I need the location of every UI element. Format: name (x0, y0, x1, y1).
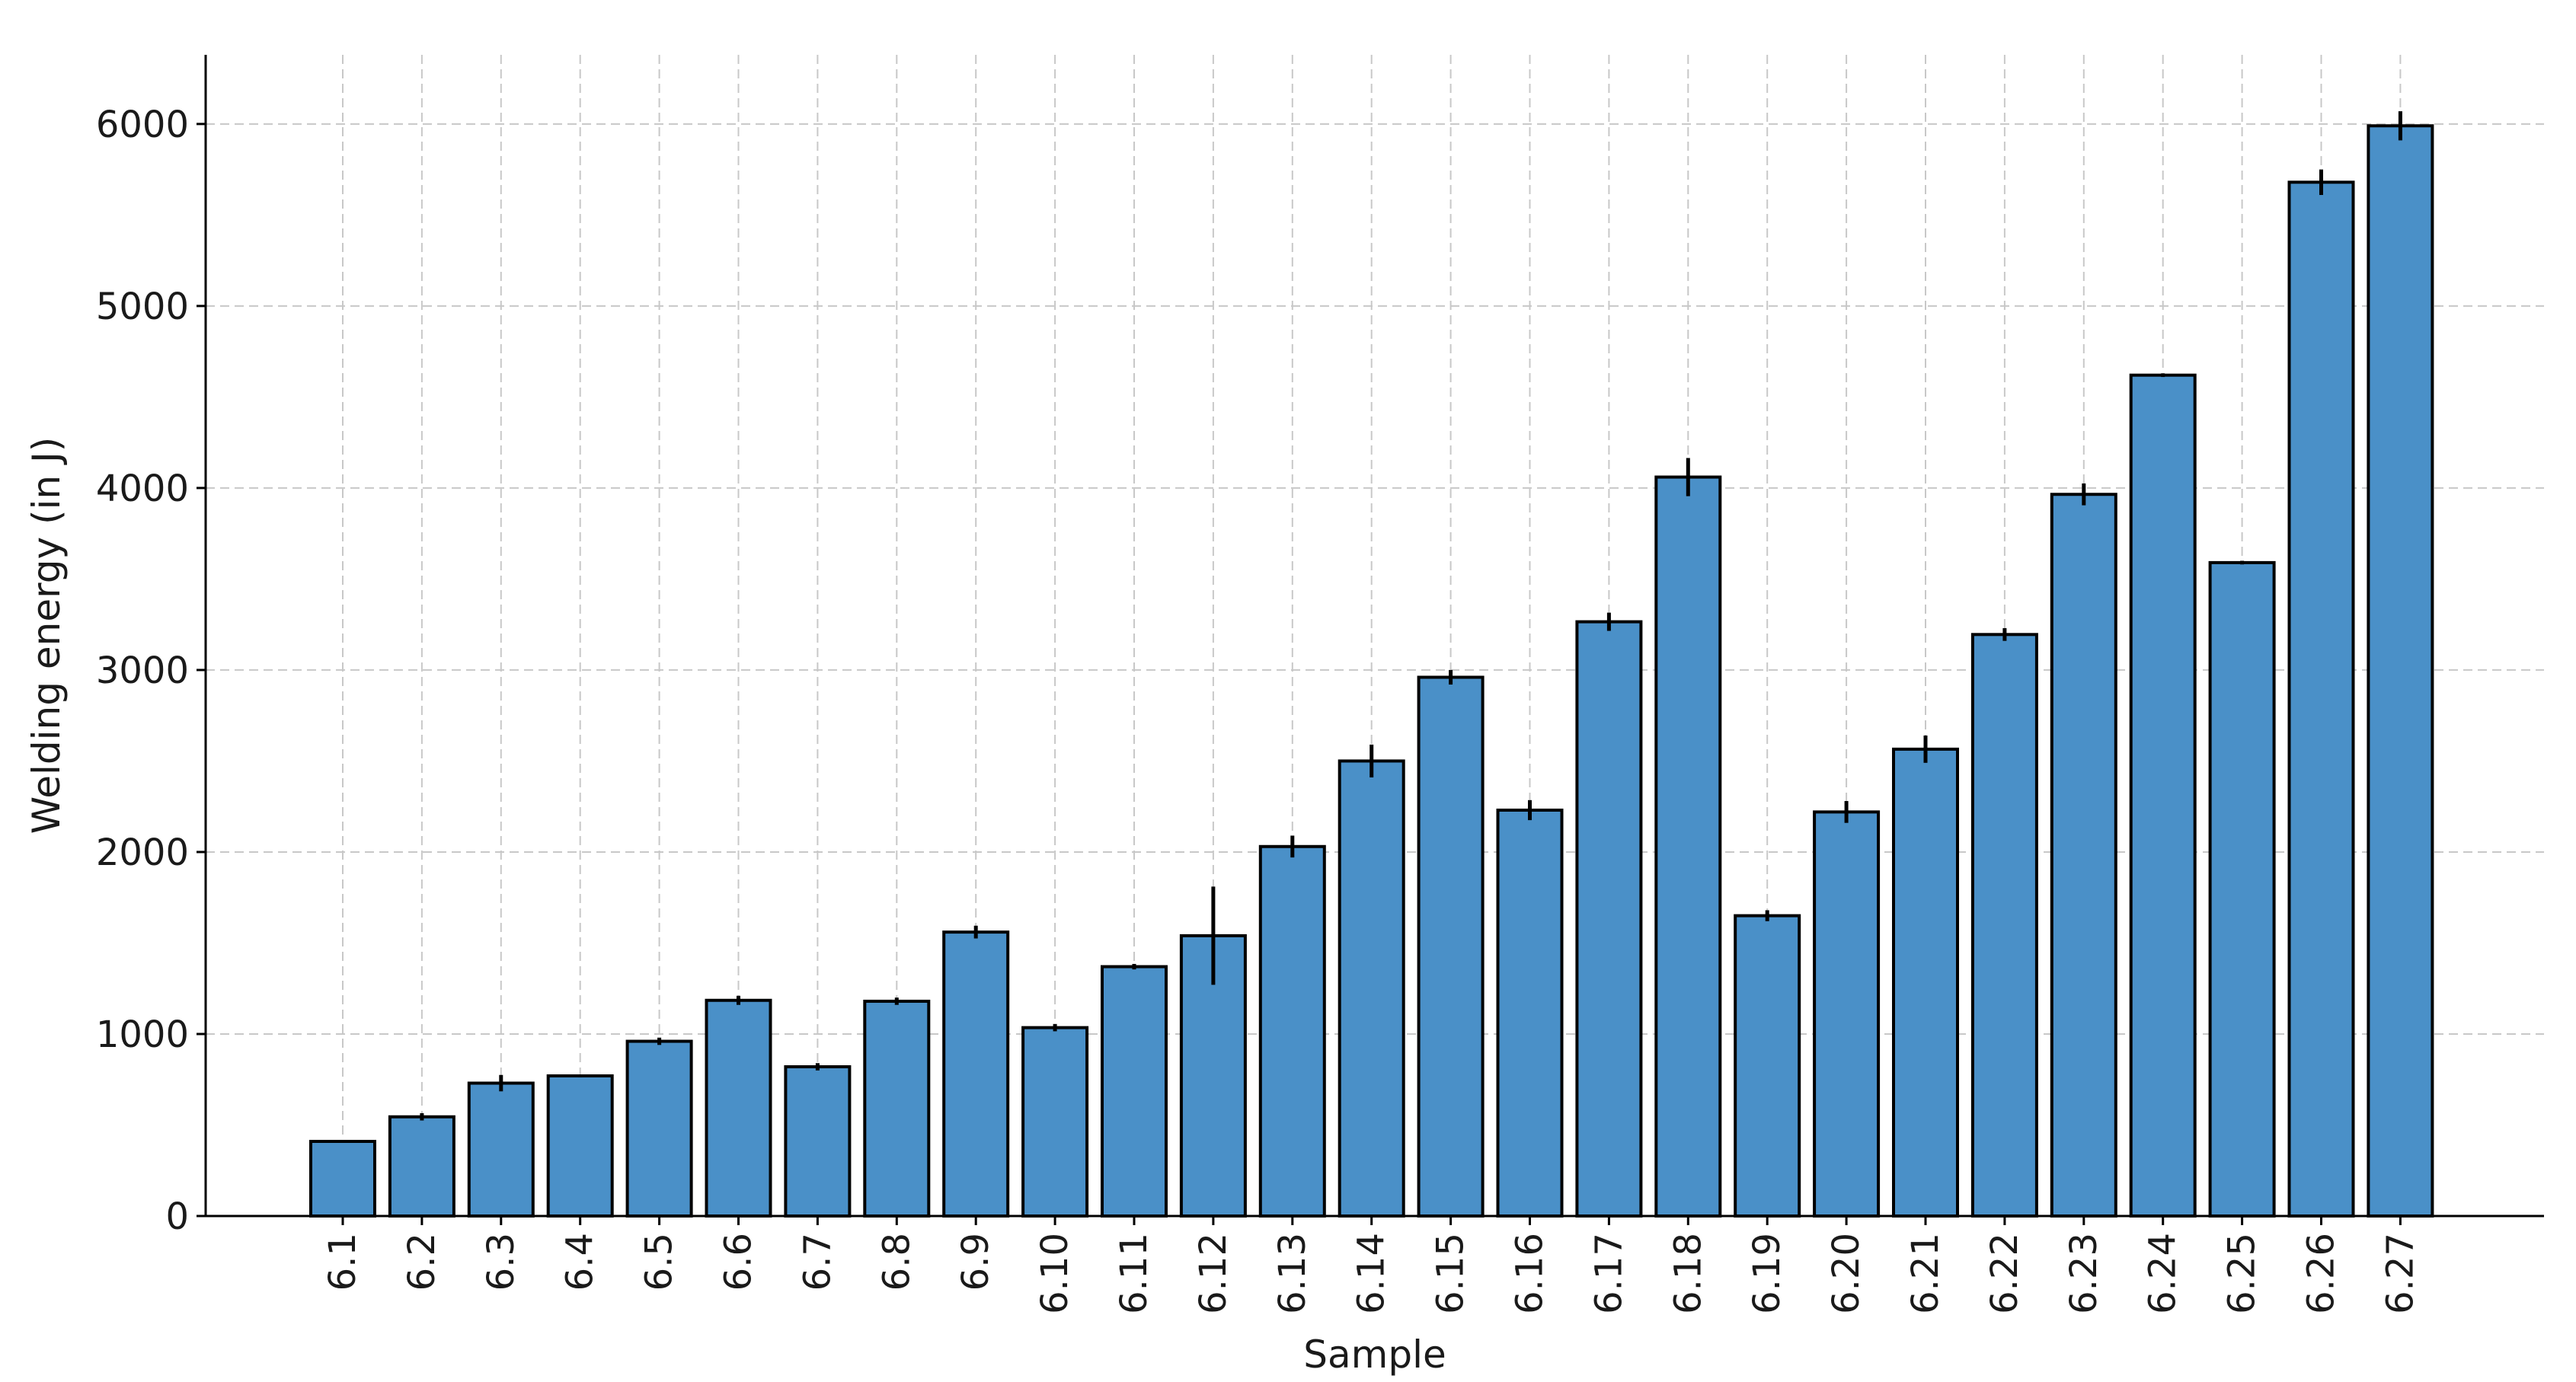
bar (1575, 620, 1643, 1218)
y-tick-label: 3000 (96, 650, 189, 692)
x-tick-label: 6.12 (1192, 1233, 1235, 1314)
bar (1021, 1026, 1089, 1218)
x-tick-label: 6.17 (1587, 1233, 1630, 1314)
y-tick-label: 2000 (96, 831, 189, 874)
y-tick-labels: 0 1000 2000 3000 4000 5000 6000 (96, 104, 189, 1238)
bar (1654, 475, 1722, 1218)
bar (2287, 180, 2355, 1218)
bar (1101, 965, 1168, 1218)
axes (197, 55, 2544, 1225)
x-axis-title: Sample (1303, 1333, 1446, 1377)
bar (942, 930, 1010, 1218)
y-tick-label: 1000 (96, 1013, 189, 1056)
bar (1417, 675, 1485, 1218)
bar (467, 1081, 535, 1218)
x-tick-label: 6.21 (1904, 1233, 1947, 1314)
x-tick-label: 6.20 (1825, 1233, 1868, 1314)
x-tick-label: 6.14 (1350, 1233, 1393, 1314)
bar (309, 1139, 376, 1218)
bar (863, 999, 931, 1218)
y-tick-label: 6000 (96, 104, 189, 146)
bar (705, 998, 772, 1218)
x-tick-label: 6.6 (718, 1233, 760, 1291)
x-tick-label: 6.24 (2142, 1233, 2184, 1314)
x-tick-label: 6.22 (1983, 1233, 2026, 1314)
error-bars (340, 111, 2402, 1143)
bar (546, 1074, 614, 1218)
x-tick-label: 6.3 (480, 1233, 523, 1291)
x-tick-label: 6.18 (1667, 1233, 1709, 1314)
x-tick-label: 6.27 (2379, 1233, 2421, 1314)
y-axis-title: Welding energy (in J) (24, 437, 69, 834)
x-tick-label: 6.10 (1034, 1233, 1076, 1314)
x-tick-label: 6.11 (1113, 1233, 1155, 1314)
x-tick-label: 6.26 (2300, 1233, 2343, 1314)
bar (388, 1115, 455, 1218)
bar (1813, 810, 1881, 1218)
x-tick-label: 6.23 (2063, 1233, 2105, 1314)
bar (1338, 759, 1405, 1218)
y-tick-label: 4000 (96, 468, 189, 510)
bar (625, 1039, 693, 1218)
bar (2208, 560, 2276, 1218)
x-tick-label: 6.13 (1271, 1233, 1314, 1314)
bar (2129, 373, 2197, 1218)
x-tick-label: 6.9 (954, 1233, 997, 1291)
y-tick-label: 5000 (96, 286, 189, 328)
x-tick-label: 6.15 (1430, 1233, 1472, 1314)
x-tick-labels: 6.1 6.2 6.3 6.4 6.5 6.6 6.7 6.8 6.9 6.10 6.11 6.12 6… (321, 1233, 2421, 1314)
bar (2367, 124, 2434, 1218)
bar (1892, 747, 1959, 1218)
bar (1734, 914, 1801, 1218)
x-tick-label: 6.4 (559, 1233, 602, 1291)
x-tick-label: 6.8 (875, 1233, 918, 1291)
bar (1258, 844, 1326, 1218)
bars (309, 124, 2434, 1218)
x-tick-label: 6.1 (321, 1233, 364, 1291)
bar (2050, 493, 2117, 1218)
x-tick-label: 6.25 (2221, 1233, 2264, 1314)
bar (1970, 633, 2038, 1218)
bar (1496, 808, 1564, 1218)
x-tick-label: 6.2 (401, 1233, 443, 1291)
x-tick-label: 6.16 (1509, 1233, 1552, 1314)
y-tick-label: 0 (165, 1195, 189, 1238)
x-tick-label: 6.5 (638, 1233, 681, 1291)
x-tick-label: 6.19 (1746, 1233, 1788, 1314)
bar (784, 1064, 852, 1218)
x-tick-label: 6.7 (796, 1233, 839, 1291)
